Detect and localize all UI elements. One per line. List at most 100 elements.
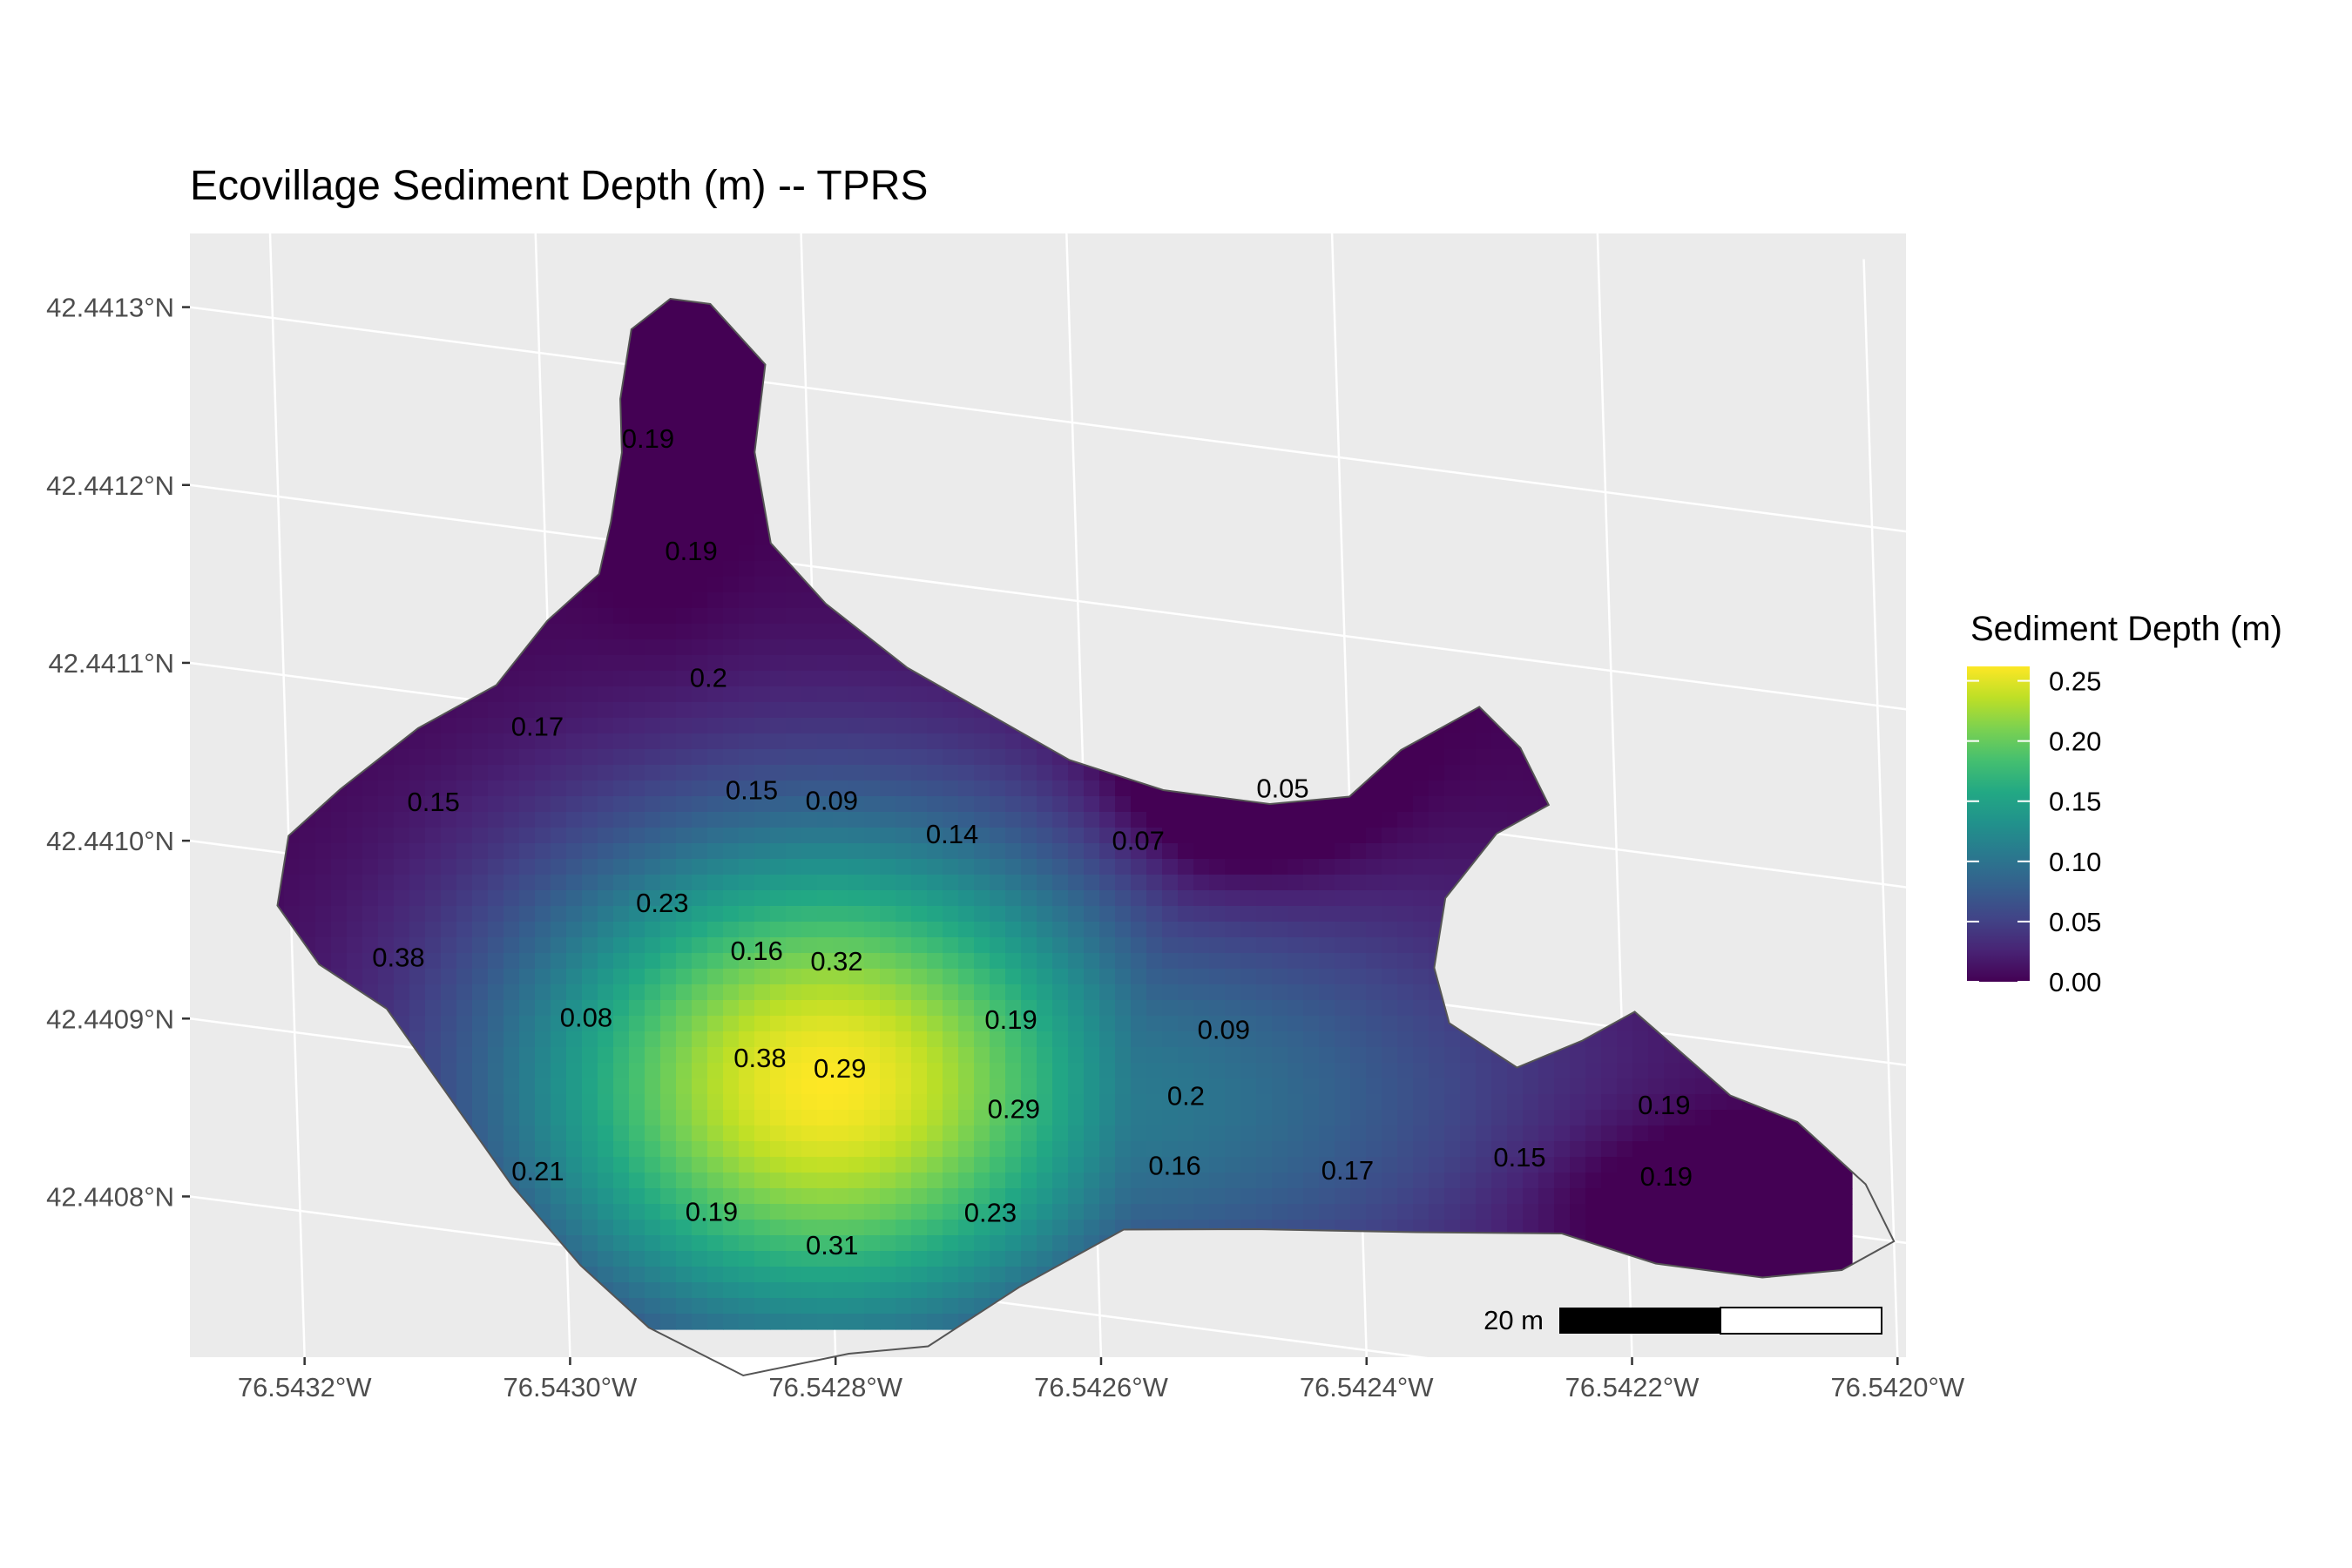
depth-cell (1397, 922, 1414, 938)
depth-cell (331, 843, 348, 860)
depth-cell (535, 718, 551, 734)
depth-cell (958, 749, 975, 766)
depth-cell (754, 561, 771, 578)
depth-cell (519, 655, 536, 672)
depth-cell (1005, 890, 1022, 907)
depth-cell (692, 545, 708, 562)
depth-cell (378, 796, 395, 813)
depth-cell (692, 812, 708, 828)
depth-cell (598, 686, 614, 703)
depth-cell (692, 467, 708, 483)
depth-cell (692, 828, 708, 844)
depth-cell (409, 843, 426, 860)
depth-cell (504, 937, 520, 954)
depth-cell (1256, 922, 1273, 938)
depth-cell (801, 953, 818, 970)
depth-cell (1366, 969, 1382, 985)
depth-cell (1350, 906, 1367, 923)
depth-cell (409, 812, 426, 828)
depth-cell (629, 326, 645, 342)
depth-cell (1335, 906, 1351, 923)
depth-cell (723, 1031, 740, 1048)
depth-cell (284, 875, 301, 891)
depth-cell (864, 733, 881, 750)
depth-cell (1272, 1031, 1288, 1048)
depth-cell (1005, 843, 1022, 860)
depth-cell (315, 875, 332, 891)
depth-cell (1115, 984, 1132, 1001)
depth-cell (911, 686, 928, 703)
depth-cell (943, 1000, 959, 1017)
depth-cell (958, 906, 975, 923)
depth-cell (833, 749, 849, 766)
depth-cell (1193, 1016, 1210, 1032)
depth-cell (551, 671, 567, 687)
depth-cell (1413, 1000, 1429, 1017)
depth-cell (958, 875, 975, 891)
depth-cell (974, 828, 990, 844)
depth-cell (1476, 733, 1492, 750)
depth-cell (833, 733, 849, 750)
depth-cell (566, 639, 583, 656)
depth-cell (504, 1000, 520, 1017)
depth-cell (598, 843, 614, 860)
depth-cell (1005, 1031, 1022, 1048)
depth-cell (535, 937, 551, 954)
depth-cell (566, 765, 583, 781)
depth-cell (896, 922, 912, 938)
depth-cell (629, 561, 645, 578)
depth-cell (1005, 922, 1022, 938)
depth-cell (786, 749, 802, 766)
depth-cell (1460, 718, 1477, 734)
depth-cell (1288, 1016, 1304, 1032)
depth-cell (1429, 733, 1445, 750)
depth-cell (707, 718, 724, 734)
depth-cell (519, 718, 536, 734)
depth-cell (692, 796, 708, 813)
depth-cell (425, 828, 442, 844)
depth-cell (582, 812, 598, 828)
depth-cell (1084, 890, 1100, 907)
depth-cell (676, 608, 693, 625)
depth-cell (943, 953, 959, 970)
depth-cell (707, 733, 724, 750)
depth-cell (1193, 812, 1210, 828)
depth-cell (1131, 796, 1147, 813)
depth-cell (1084, 828, 1100, 844)
depth-cell (1319, 890, 1335, 907)
depth-cell (504, 969, 520, 985)
depth-cell (1397, 906, 1414, 923)
depth-cell (1178, 859, 1194, 875)
depth-cell (958, 1000, 975, 1017)
depth-cell (519, 922, 536, 938)
depth-cell (277, 890, 285, 907)
depth-cell (707, 498, 724, 515)
depth-cell (425, 969, 442, 985)
depth-cell (598, 984, 614, 1001)
depth-cell (848, 890, 865, 907)
depth-cell (1037, 765, 1053, 781)
depth-cell (801, 671, 818, 687)
depth-cell (645, 765, 661, 781)
depth-cell (911, 1031, 928, 1048)
depth-cell (707, 357, 724, 374)
depth-cell (1429, 796, 1445, 813)
depth-cell (1303, 1016, 1320, 1032)
depth-cell (1476, 828, 1492, 844)
depth-cell (378, 812, 395, 828)
depth-cell (472, 843, 489, 860)
depth-cell (504, 890, 520, 907)
depth-cell (645, 859, 661, 875)
depth-cell (551, 922, 567, 938)
depth-cell (754, 530, 771, 546)
depth-cell (629, 969, 645, 985)
depth-cell (1319, 859, 1335, 875)
depth-cell (425, 749, 442, 766)
depth-cell (472, 781, 489, 797)
depth-cell (1115, 969, 1132, 985)
depth-cell (1382, 781, 1398, 797)
depth-cell (1413, 749, 1429, 766)
depth-cell (1288, 906, 1304, 923)
depth-cell (1068, 937, 1085, 954)
depth-cell (739, 1031, 755, 1048)
